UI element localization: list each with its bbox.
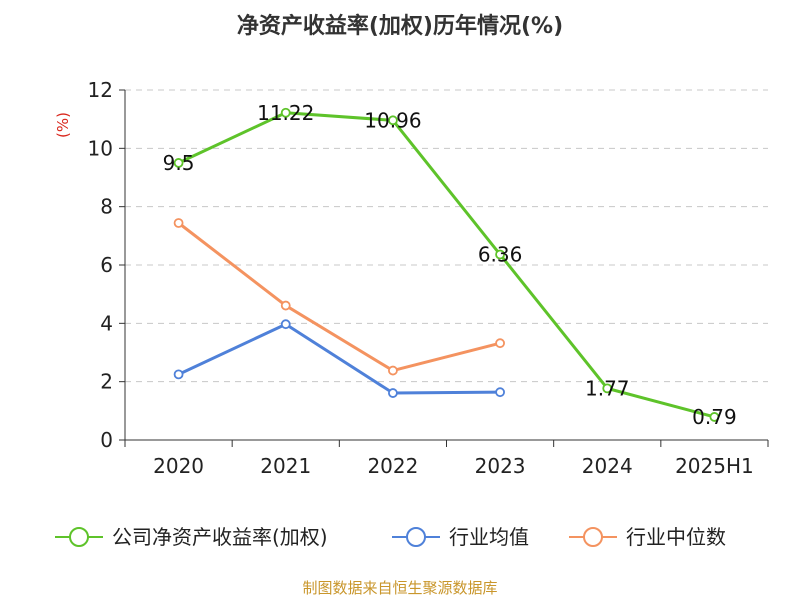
legend-label-2: 行业中位数 xyxy=(626,525,726,549)
data-label: 6.36 xyxy=(478,243,523,267)
x-tick-label: 2024 xyxy=(582,454,633,478)
series-point-0 xyxy=(388,115,398,126)
series-line-0 xyxy=(177,111,715,419)
x-tick-label: 2022 xyxy=(367,454,418,478)
series-point-0 xyxy=(602,383,613,394)
source-note: 制图数据来自恒生聚源数据库 xyxy=(302,579,497,597)
series-lines xyxy=(173,107,720,422)
data-label: 11.22 xyxy=(257,101,314,125)
data-label: 10.96 xyxy=(364,108,421,132)
data-label: 0.79 xyxy=(692,405,737,429)
data-label: 1.77 xyxy=(585,376,630,400)
axes: 0 2 4 6 8 10 12 2020 2021 2022 2023 2024 2025H1 xyxy=(88,78,769,478)
series-point-1 xyxy=(495,387,505,398)
x-tick-label: 2021 xyxy=(260,454,311,478)
series-point-2 xyxy=(495,338,505,349)
series-line-2 xyxy=(177,221,501,373)
legend-marker-1 xyxy=(406,527,426,547)
legend-marker-2 xyxy=(583,527,603,547)
x-tick-label: 2020 xyxy=(153,454,204,478)
y-tick-label: 10 xyxy=(88,136,113,160)
series-line-1 xyxy=(177,322,501,395)
chart-title: 净资产收益率(加权)历年情况(%) xyxy=(237,13,563,39)
series-point-2 xyxy=(388,365,398,376)
grid-lines xyxy=(125,89,768,383)
series-point-1 xyxy=(173,369,184,380)
series-point-0 xyxy=(173,158,184,168)
x-tick-label: 2023 xyxy=(475,454,526,478)
series-point-1 xyxy=(388,388,398,398)
y-tick-label: 12 xyxy=(88,78,113,102)
series-point-1 xyxy=(280,319,291,330)
y-axis-unit-label: (%) xyxy=(54,112,72,138)
data-labels: 9.5 11.22 10.96 6.36 1.77 0.79 xyxy=(163,101,737,429)
legend-marker-0 xyxy=(69,527,89,547)
series-point-2 xyxy=(173,218,184,228)
series-point-0 xyxy=(280,107,291,118)
legend-label-1: 行业均值 xyxy=(449,525,529,549)
data-label: 9.5 xyxy=(163,151,195,175)
y-tick-label: 2 xyxy=(100,370,113,394)
legend-label-0: 公司净资产收益率(加权) xyxy=(112,525,328,549)
series-point-0 xyxy=(495,249,505,260)
x-tick-label: 2025H1 xyxy=(675,454,754,478)
legend: 公司净资产收益率(加权) 行业均值 行业中位数 xyxy=(55,525,726,549)
y-tick-label: 6 xyxy=(100,253,113,277)
y-tick-label: 0 xyxy=(100,428,113,452)
y-tick-label: 8 xyxy=(100,195,113,219)
series-point-0 xyxy=(709,412,720,422)
series-point-2 xyxy=(280,300,291,311)
y-tick-label: 4 xyxy=(100,311,113,335)
